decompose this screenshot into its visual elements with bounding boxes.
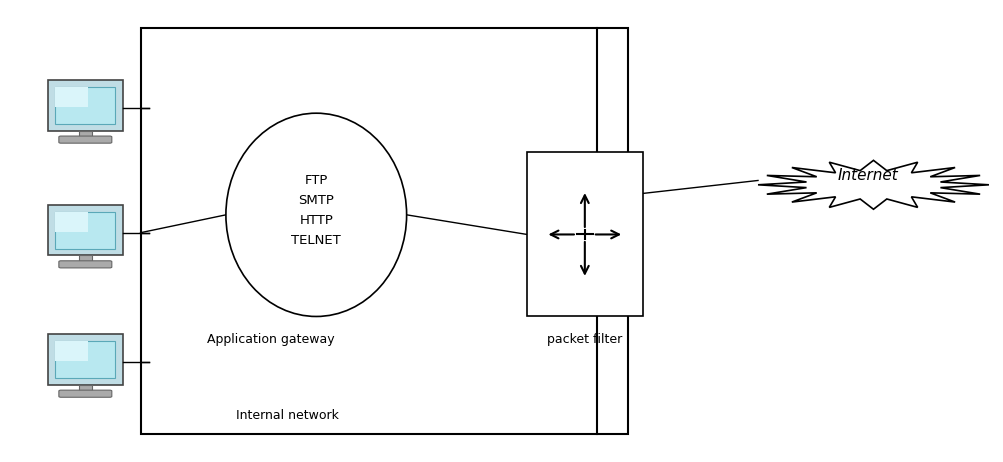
Bar <box>48 205 123 255</box>
Text: Internet: Internet <box>838 168 898 183</box>
FancyBboxPatch shape <box>59 261 111 268</box>
Ellipse shape <box>226 113 406 316</box>
Bar <box>55 341 115 378</box>
Bar <box>78 130 92 137</box>
Text: Application gateway: Application gateway <box>207 333 335 346</box>
Bar <box>55 341 88 361</box>
Bar <box>55 87 115 124</box>
Bar <box>48 334 123 384</box>
Bar <box>78 384 92 391</box>
Text: packet filter: packet filter <box>547 333 621 346</box>
Bar <box>48 80 123 130</box>
Bar <box>527 152 642 316</box>
FancyBboxPatch shape <box>59 390 111 397</box>
FancyBboxPatch shape <box>59 136 111 143</box>
Text: Internal network: Internal network <box>236 409 338 422</box>
Bar <box>55 212 88 232</box>
Bar <box>140 28 627 434</box>
Bar <box>78 255 92 261</box>
Bar <box>55 87 88 107</box>
Bar <box>55 212 115 249</box>
Polygon shape <box>757 160 988 209</box>
Text: FTP
SMTP
HTTP
TELNET: FTP SMTP HTTP TELNET <box>291 174 341 247</box>
